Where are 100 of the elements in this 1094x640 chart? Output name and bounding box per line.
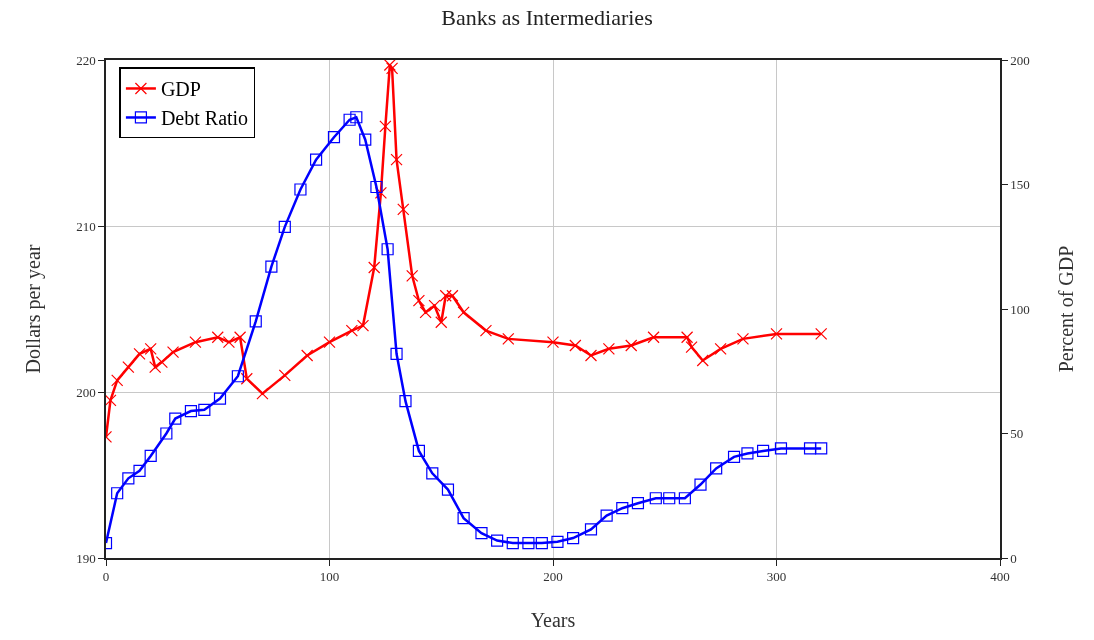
point [356,319,370,332]
point [475,527,488,540]
point [278,369,291,382]
point [446,289,459,302]
legend-label: Debt Ratio [160,107,249,130]
point [231,370,244,383]
point [240,372,253,385]
point [663,492,676,505]
point [111,487,124,500]
point [301,349,314,362]
point [727,450,741,464]
y2-axis-title: Percent of GDP [1054,245,1077,373]
point [584,523,598,536]
point [419,306,432,319]
point [166,346,180,359]
y2-tick-label: 0 [1010,550,1017,566]
point [309,153,323,166]
point [122,472,135,485]
point [144,449,157,463]
point [406,269,419,282]
x-axis-title: Years [530,609,576,632]
point [390,153,403,166]
point [774,442,788,455]
point [491,534,504,547]
point [256,387,269,400]
point [323,336,336,349]
point [569,339,582,352]
point [265,260,278,273]
point [428,299,441,312]
point [602,342,615,355]
y-tick-label: 190 [76,550,96,566]
y-axis-title: Dollars per year [22,244,46,374]
point [155,356,168,369]
point [343,113,356,126]
point [160,427,173,440]
point [815,327,828,340]
point [379,120,392,133]
y2-tick-label: 200 [1010,52,1030,68]
point [694,478,707,491]
point [714,342,727,355]
point [625,339,638,352]
point [412,294,425,307]
point [535,536,548,550]
y-tick-label: 220 [76,52,96,68]
point [198,403,211,416]
point [249,315,262,328]
point [457,306,470,319]
point [294,183,307,196]
point [184,404,198,418]
point [399,395,412,408]
point [551,535,564,548]
point [426,467,439,480]
point [435,316,448,329]
point [546,336,560,349]
point [234,331,247,344]
y2-tick-label: 100 [1010,301,1030,317]
point [350,111,363,124]
legend-label: GDP [160,78,201,101]
point [211,331,224,344]
point [736,332,750,345]
point [327,131,341,144]
point [631,497,645,510]
point [169,412,182,425]
point [412,444,425,458]
point [439,289,452,302]
point [696,354,709,367]
point [441,483,455,496]
point [278,220,291,233]
point [522,536,535,550]
x-tick-label: 300 [766,569,787,585]
y-tick-label: 210 [76,218,96,234]
x-tick-label: 400 [990,569,1010,585]
point [685,341,698,354]
point [359,133,372,146]
point [370,180,383,194]
point [756,444,770,458]
chart-title: Banks as Intermediaries [441,5,653,30]
point [122,361,135,374]
point [457,512,470,525]
x-tick-label: 100 [319,569,340,585]
point [133,464,146,477]
point [616,502,629,515]
point [345,324,358,337]
point [381,243,394,256]
point [479,324,493,337]
point [649,492,662,505]
point [133,347,146,360]
y2-tick-label: 50 [1010,426,1024,442]
point [213,392,227,405]
point [741,447,754,460]
point [189,336,202,349]
point [770,327,783,340]
point [502,332,515,345]
point [710,462,723,475]
point [815,442,828,455]
x-tick-label: 0 [102,569,110,585]
x-tick-label: 200 [543,569,563,585]
point [149,361,162,374]
point [106,394,117,407]
point [678,492,691,505]
